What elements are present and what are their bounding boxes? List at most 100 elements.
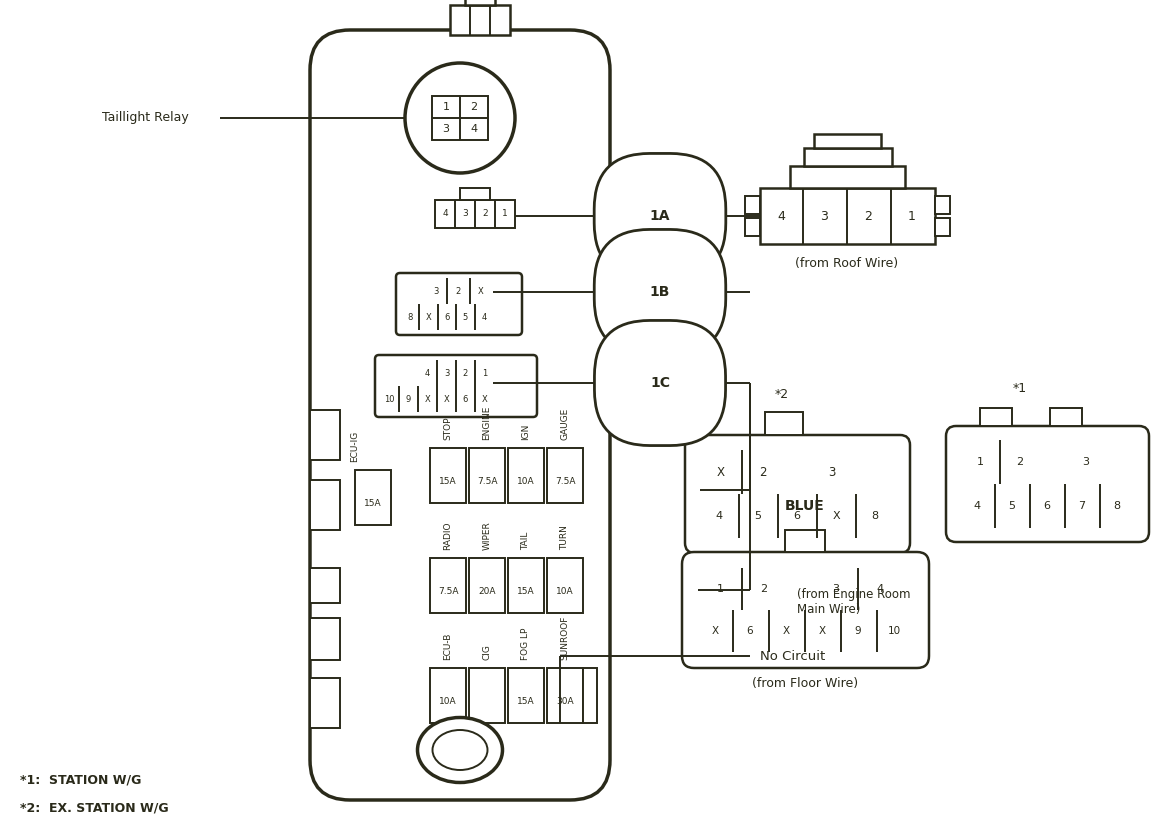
Bar bbox=[765, 412, 803, 435]
Text: X: X bbox=[478, 287, 484, 296]
Text: 9: 9 bbox=[406, 395, 411, 404]
Text: X: X bbox=[712, 626, 719, 636]
Bar bbox=[700, 494, 895, 538]
Text: FOG LP: FOG LP bbox=[521, 627, 531, 660]
Bar bbox=[401, 304, 493, 330]
Bar bbox=[469, 558, 505, 613]
Text: WIPER: WIPER bbox=[483, 521, 491, 550]
Bar bbox=[935, 218, 950, 236]
Text: 4: 4 bbox=[425, 368, 430, 377]
Bar bbox=[469, 668, 505, 723]
Text: 2: 2 bbox=[1016, 457, 1024, 467]
Ellipse shape bbox=[418, 717, 503, 783]
FancyBboxPatch shape bbox=[375, 355, 538, 417]
Bar bbox=[469, 448, 505, 503]
Text: 1: 1 bbox=[442, 102, 449, 112]
Text: *1: *1 bbox=[1012, 381, 1027, 395]
Bar bbox=[785, 530, 825, 552]
Bar bbox=[418, 360, 493, 386]
Text: X: X bbox=[482, 395, 488, 404]
Text: ENGINE: ENGINE bbox=[483, 406, 491, 440]
Text: 5: 5 bbox=[755, 511, 762, 521]
Bar bbox=[745, 218, 760, 236]
Text: 15A: 15A bbox=[517, 696, 535, 706]
Text: 10A: 10A bbox=[517, 476, 535, 485]
Text: X: X bbox=[426, 312, 432, 322]
Text: *2: *2 bbox=[776, 389, 789, 401]
Bar bbox=[698, 568, 786, 610]
Text: 7: 7 bbox=[1079, 501, 1086, 511]
Text: 6: 6 bbox=[463, 395, 468, 404]
Text: 3: 3 bbox=[832, 584, 839, 594]
Bar bbox=[814, 134, 881, 148]
Text: 2: 2 bbox=[760, 584, 767, 594]
Text: 6: 6 bbox=[793, 511, 800, 521]
Bar bbox=[466, 0, 495, 5]
Bar bbox=[1050, 408, 1082, 426]
Text: Taillight Relay: Taillight Relay bbox=[102, 111, 188, 125]
Bar bbox=[432, 96, 488, 140]
Text: 10A: 10A bbox=[556, 587, 574, 596]
Bar bbox=[935, 196, 950, 214]
Bar bbox=[547, 448, 583, 503]
Ellipse shape bbox=[433, 730, 488, 770]
Text: 2: 2 bbox=[456, 287, 461, 296]
Bar bbox=[700, 450, 785, 494]
Bar bbox=[310, 480, 340, 530]
Bar bbox=[310, 568, 340, 603]
Text: 5: 5 bbox=[1009, 501, 1016, 511]
Text: X: X bbox=[425, 395, 431, 404]
Text: 9: 9 bbox=[854, 626, 861, 636]
Text: 2: 2 bbox=[482, 209, 488, 219]
Text: 4: 4 bbox=[470, 124, 477, 134]
Text: 7.5A: 7.5A bbox=[438, 587, 459, 596]
Text: 10: 10 bbox=[887, 626, 901, 636]
Text: 10: 10 bbox=[384, 395, 395, 404]
Text: No Circuit: No Circuit bbox=[760, 650, 825, 662]
Text: IGN: IGN bbox=[521, 424, 531, 440]
Text: TURN: TURN bbox=[561, 525, 570, 550]
Text: 2: 2 bbox=[470, 102, 477, 112]
Text: 3: 3 bbox=[820, 209, 828, 223]
Bar bbox=[960, 440, 1040, 484]
FancyBboxPatch shape bbox=[310, 30, 610, 800]
Bar bbox=[805, 148, 892, 166]
Text: 7.5A: 7.5A bbox=[555, 476, 575, 485]
Text: 8: 8 bbox=[408, 312, 413, 322]
Bar bbox=[810, 450, 854, 494]
Bar bbox=[425, 278, 493, 304]
Text: 2: 2 bbox=[864, 209, 872, 223]
Text: 6: 6 bbox=[1044, 501, 1051, 511]
Circle shape bbox=[405, 63, 515, 173]
Text: GAUGE: GAUGE bbox=[561, 408, 570, 440]
Text: 4: 4 bbox=[877, 584, 884, 594]
Text: 3: 3 bbox=[1082, 457, 1089, 467]
Bar bbox=[430, 448, 466, 503]
Text: 1: 1 bbox=[716, 584, 723, 594]
Text: 3: 3 bbox=[828, 465, 836, 479]
Text: *2:  EX. STATION W/G: *2: EX. STATION W/G bbox=[20, 802, 168, 814]
Text: 4: 4 bbox=[481, 312, 486, 322]
Bar bbox=[435, 200, 515, 228]
Bar bbox=[460, 188, 490, 200]
FancyBboxPatch shape bbox=[396, 273, 522, 335]
Text: 1: 1 bbox=[908, 209, 916, 223]
Text: 1: 1 bbox=[482, 368, 488, 377]
Bar bbox=[980, 408, 1012, 426]
Text: 2: 2 bbox=[759, 465, 766, 479]
Text: (from Engine Room
Main Wire): (from Engine Room Main Wire) bbox=[796, 588, 910, 616]
Bar bbox=[430, 668, 466, 723]
Text: 4: 4 bbox=[973, 501, 981, 511]
Text: TAIL: TAIL bbox=[521, 532, 531, 550]
Text: BLUE: BLUE bbox=[785, 499, 824, 513]
Text: X: X bbox=[819, 626, 825, 636]
Text: 5: 5 bbox=[463, 312, 468, 322]
Text: 3: 3 bbox=[444, 368, 449, 377]
FancyBboxPatch shape bbox=[682, 552, 929, 668]
Text: X: X bbox=[832, 511, 839, 521]
FancyBboxPatch shape bbox=[685, 435, 910, 553]
Text: 15A: 15A bbox=[365, 499, 382, 508]
Bar bbox=[509, 448, 545, 503]
Bar bbox=[450, 5, 510, 35]
Bar bbox=[310, 410, 340, 460]
